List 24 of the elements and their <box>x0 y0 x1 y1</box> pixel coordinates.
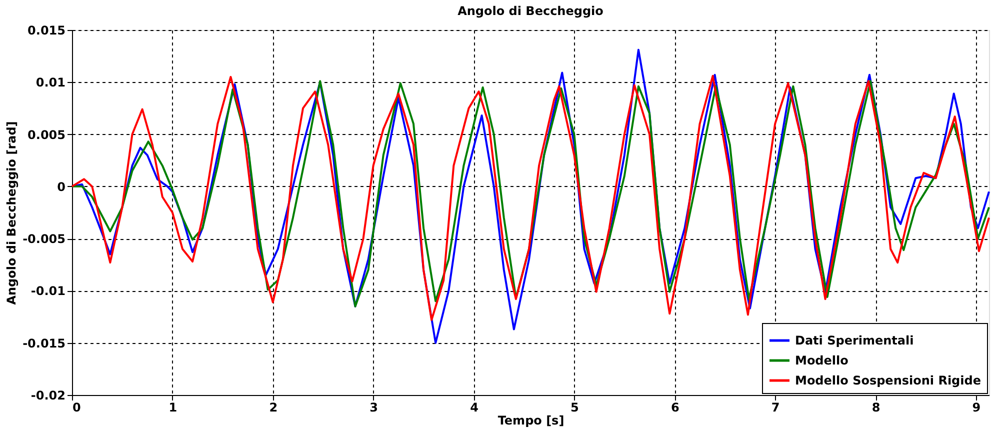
y-tick-label: -0.01 <box>30 284 66 298</box>
x-tick-label: 9 <box>972 400 981 414</box>
x-tick-label: 2 <box>269 400 278 414</box>
y-tick-label: -0.02 <box>30 388 66 402</box>
x-tick-label: 1 <box>168 400 178 414</box>
y-tick-label: -0.015 <box>22 336 66 350</box>
x-tick-label: 5 <box>570 400 579 414</box>
x-tick-label: 8 <box>872 400 880 414</box>
x-tick-label: 3 <box>370 400 378 414</box>
x-tick-label: 4 <box>470 400 478 414</box>
y-tick-label: -0.005 <box>22 232 66 246</box>
legend-label: Dati Sperimentali <box>795 334 914 348</box>
y-tick-label: 0 <box>57 180 66 194</box>
legend-label: Modello Sospensioni Rigide <box>795 374 981 388</box>
y-tick-label: 0.015 <box>28 24 66 38</box>
x-tick-label: 6 <box>670 400 680 414</box>
legend-label: Modello <box>795 354 848 368</box>
y-tick-label: 0.005 <box>28 128 66 142</box>
x-tick-label: 7 <box>771 400 780 414</box>
chart-title: Angolo di Beccheggio <box>458 4 604 18</box>
y-axis-title: Angolo di Beccheggio [rad] <box>4 121 19 305</box>
x-tick-label: 0 <box>72 400 81 414</box>
y-tick-label: 0.01 <box>36 76 66 90</box>
x-axis-title: Tempo [s] <box>498 414 564 428</box>
